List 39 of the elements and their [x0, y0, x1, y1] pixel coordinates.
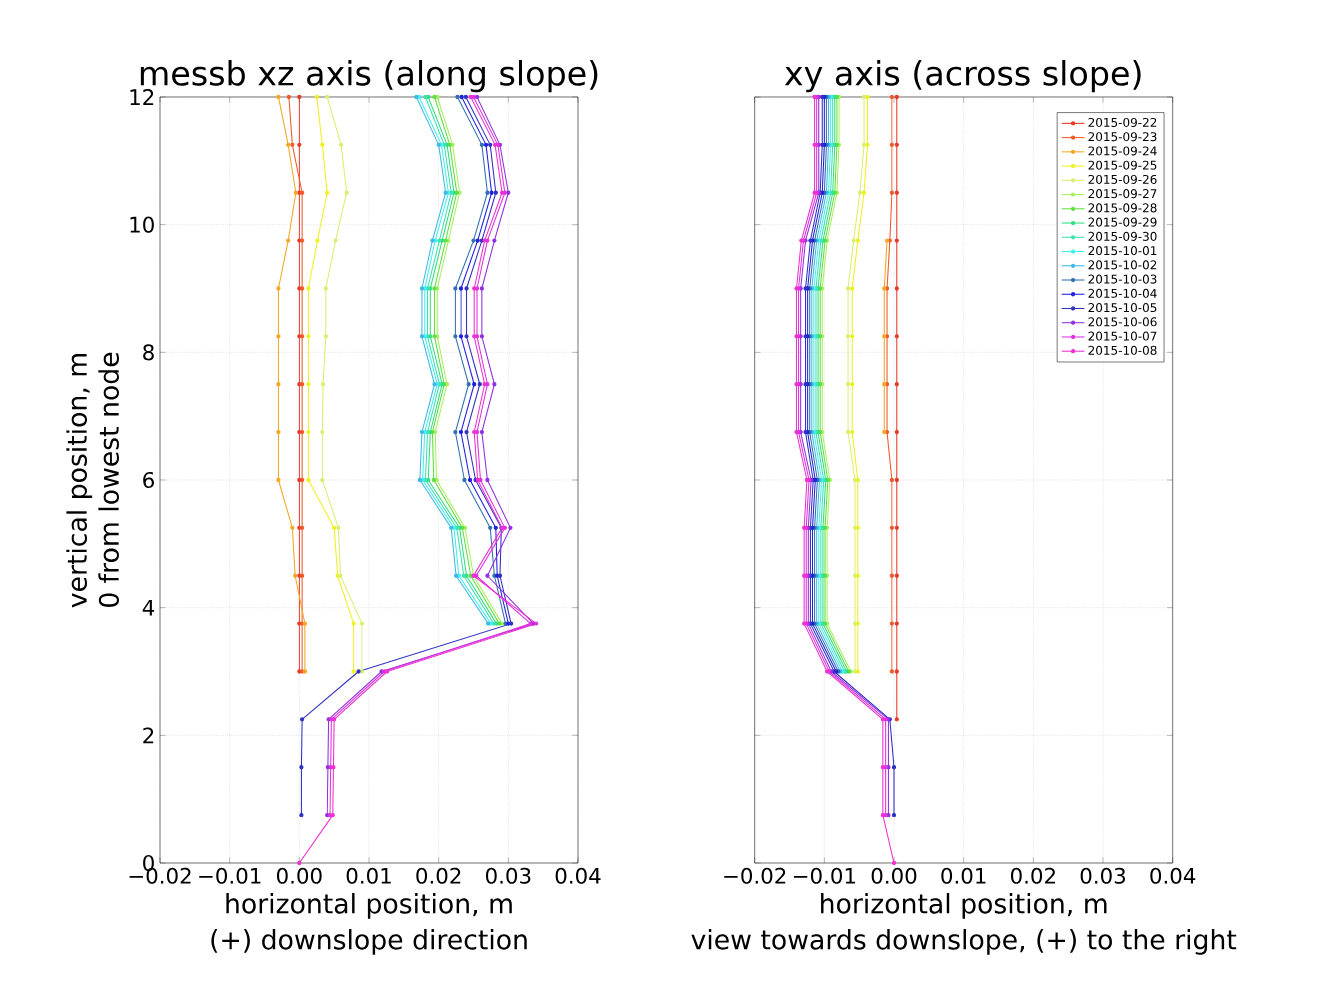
y-tick-label: 6 [143, 471, 154, 489]
x-tick-label: 0.01 [346, 867, 391, 884]
x-tick-label: −0.01 [199, 867, 261, 884]
legend-label: 2015-10-06 [1088, 317, 1157, 327]
legend-label: 2015-09-27 [1088, 189, 1157, 199]
x-axis-title: horizontal position, m view towards downslope, (+) to the right [691, 893, 1237, 955]
legend-label: 2015-09-25 [1088, 160, 1157, 170]
x-tick-label: 0.00 [871, 867, 917, 884]
y-tick-label: 8 [143, 344, 154, 361]
x-tick-label: 0.04 [555, 867, 601, 884]
legend-label: 2015-10-05 [1088, 303, 1157, 313]
x-tick-label: 0.00 [276, 867, 322, 884]
x-axis-title: horizontal position, m (+) downslope direction [211, 893, 527, 955]
y-tick-label: 2 [143, 727, 154, 744]
legend-label: 2015-09-29 [1088, 217, 1157, 227]
legend-label: 2015-10-03 [1088, 274, 1157, 284]
x-tick-label: 0.04 [1150, 867, 1196, 884]
legend-label: 2015-10-02 [1088, 260, 1157, 270]
legend-label: 2015-09-22 [1088, 117, 1157, 127]
legend-label: 2015-09-30 [1088, 231, 1157, 241]
x-tick-label: 0.02 [1010, 867, 1055, 884]
y-tick-label: 10 [130, 216, 154, 233]
legend-label: 2015-09-24 [1088, 146, 1157, 156]
y-tick-label: 4 [142, 599, 155, 616]
x-tick-label: 0.03 [1080, 867, 1126, 884]
legend-label: 2015-10-04 [1088, 288, 1157, 298]
legend-label: 2015-09-28 [1088, 203, 1157, 213]
legend-label: 2015-10-08 [1088, 345, 1157, 355]
legend-label: 2015-10-07 [1088, 331, 1157, 341]
legend-label: 2015-09-26 [1088, 174, 1157, 184]
y-axis-title: vertical position, m 0 from lowest node [66, 352, 119, 608]
x-tick-label: −0.02 [724, 867, 786, 884]
x-tick-label: 0.02 [416, 867, 461, 884]
legend-label: 2015-09-23 [1088, 132, 1157, 142]
chart-title: xy axis (across slope) [784, 60, 1141, 93]
x-tick-label: 0.03 [485, 867, 531, 884]
x-tick-label: 0.01 [941, 867, 986, 884]
x-tick-label: −0.01 [793, 867, 856, 884]
legend-label: 2015-10-01 [1088, 246, 1157, 256]
